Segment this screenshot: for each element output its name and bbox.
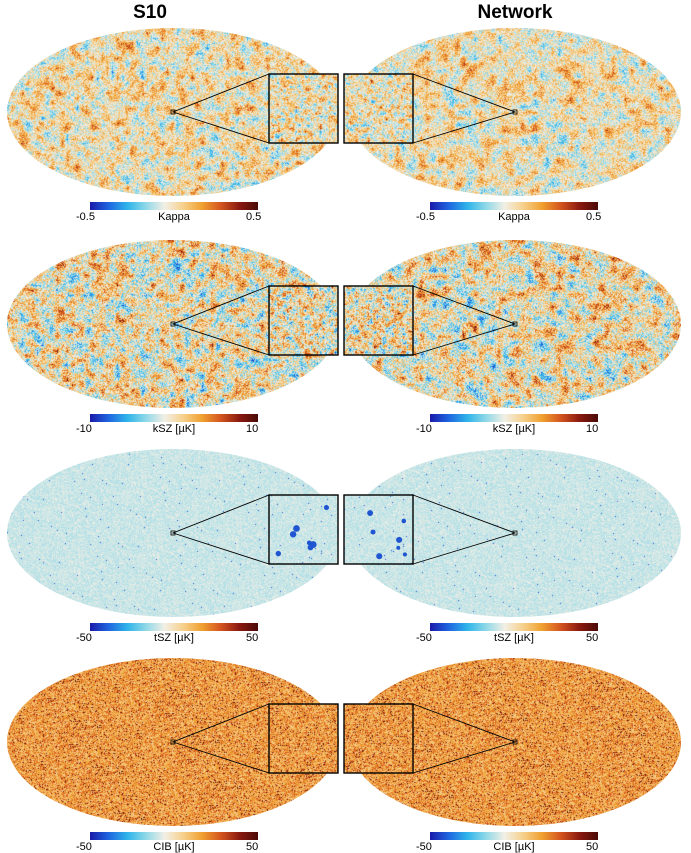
- cluster-spot: [323, 505, 329, 511]
- inset-frame: [343, 703, 414, 774]
- colorbar-title: Kappa: [498, 211, 530, 223]
- zoom-inset-kappa-s10: [269, 74, 338, 143]
- zoom-line-left: [171, 73, 270, 144]
- colorbar-min-label: -0.5: [416, 211, 435, 223]
- zoom-inset-cib-s10: [269, 704, 338, 773]
- colorbar-tsz-s10: [90, 623, 258, 631]
- zoom-marker-right: [512, 530, 518, 536]
- cluster-spot: [396, 545, 401, 550]
- cluster-spot: [306, 540, 312, 546]
- colorbar-min-label: -50: [76, 841, 92, 853]
- column-title-s10: S10: [133, 2, 167, 23]
- colorbar-min-label: -10: [416, 423, 432, 435]
- colorbar-title: CIB [µK]: [153, 841, 195, 853]
- colorbar-max-label: 50: [586, 841, 599, 853]
- colorbar-title: tSZ [µK]: [154, 632, 194, 644]
- zoom-line-right: [412, 73, 517, 144]
- cluster-spot: [402, 552, 408, 557]
- colorbar-title: Kappa: [158, 211, 190, 223]
- zoom-inset-tsz-network: [344, 495, 413, 564]
- colorbar-kappa-network: [430, 202, 598, 210]
- colorbar-min-label: -10: [76, 423, 92, 435]
- colorbar-max-label: 10: [586, 423, 599, 435]
- colorbar-min-label: -50: [76, 632, 92, 644]
- cluster-spot: [275, 550, 282, 557]
- inset-frame: [343, 285, 414, 356]
- colorbar-max-label: 0.5: [246, 211, 262, 223]
- inset-frame: [343, 73, 414, 144]
- zoom-marker-left: [170, 530, 176, 536]
- colorbar-max-label: 10: [246, 423, 259, 435]
- cluster-spot: [401, 518, 407, 524]
- colorbar-ksz-network: [430, 414, 598, 422]
- zoom-inset-ksz-s10: [269, 286, 338, 355]
- colorbar-max-label: 50: [586, 632, 599, 644]
- inset-frame: [268, 494, 339, 565]
- colorbar-tsz-network: [430, 623, 598, 631]
- colorbar-title: kSZ [µK]: [152, 423, 196, 435]
- colorbar-title: tSZ [µK]: [494, 632, 534, 644]
- colorbar-kappa-s10: [90, 202, 258, 210]
- colorbar-cib-network: [430, 832, 598, 840]
- colorbar-ksz-s10: [90, 414, 258, 422]
- zoom-line-left: [171, 285, 270, 356]
- cluster-spot: [396, 536, 403, 543]
- colorbar-title: kSZ [µK]: [492, 423, 536, 435]
- cluster-spot: [376, 553, 383, 560]
- cluster-spot: [370, 529, 376, 535]
- zoom-marker-left: [170, 321, 176, 327]
- colorbar-cib-s10: [90, 832, 258, 840]
- zoom-line-left: [171, 703, 270, 774]
- zoom-marker-left: [170, 109, 176, 115]
- zoom-inset-kappa-network: [344, 74, 413, 143]
- inset-frame: [268, 703, 339, 774]
- zoom-marker-right: [512, 321, 518, 327]
- inset-frame: [268, 73, 339, 144]
- zoom-line-left: [171, 494, 270, 565]
- inset-frame: [343, 494, 414, 565]
- column-title-network: Network: [477, 2, 553, 23]
- colorbar-max-label: 50: [246, 632, 259, 644]
- zoom-inset-ksz-network: [344, 286, 413, 355]
- colorbar-max-label: 50: [246, 841, 259, 853]
- colorbar-min-label: -50: [416, 841, 432, 853]
- cluster-spot: [293, 525, 300, 532]
- zoom-line-right: [412, 494, 517, 565]
- colorbar-min-label: -50: [416, 632, 432, 644]
- cluster-spot: [367, 510, 374, 516]
- zoom-marker-right: [512, 739, 518, 745]
- cluster-spot: [289, 531, 297, 538]
- colorbar-title: CIB [µK]: [493, 841, 535, 853]
- zoom-line-right: [412, 703, 517, 774]
- zoom-inset-cib-network: [344, 704, 413, 773]
- colorbar-min-label: -0.5: [76, 211, 95, 223]
- zoom-line-right: [412, 285, 517, 356]
- colorbar-max-label: 0.5: [586, 211, 602, 223]
- zoom-marker-left: [170, 739, 176, 745]
- zoom-marker-right: [512, 109, 518, 115]
- inset-frame: [268, 285, 339, 356]
